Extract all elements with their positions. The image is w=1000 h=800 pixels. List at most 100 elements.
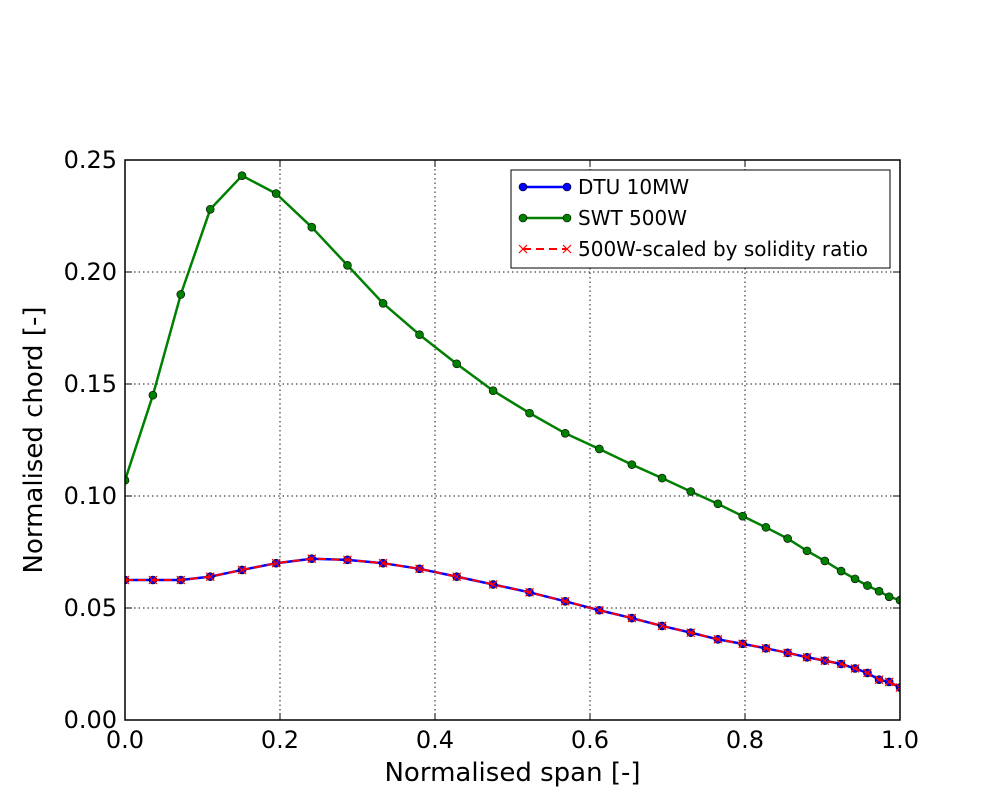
series-line [125,557,900,689]
data-point [657,473,667,483]
x-tick-label: 0.8 [726,726,764,754]
x-marker-stroke [205,572,215,582]
data-point [761,523,771,532]
data-point [657,621,667,631]
data-point [452,359,462,369]
data-point [125,575,130,585]
x-tick-label: 0.6 [571,726,609,754]
data-point [415,564,424,574]
data-point [525,408,534,418]
x-marker-stroke [560,596,570,606]
data-point [874,586,884,596]
x-marker-stroke [686,628,696,638]
data-point [874,675,884,685]
x-marker-stroke [343,555,352,565]
x-marker-stroke [836,659,846,669]
x-marker-stroke [125,579,130,585]
data-point [271,189,281,198]
data-point [125,476,130,485]
y-tick-label: 0.10 [64,482,117,510]
x-marker-stroke [307,554,317,564]
x-marker-stroke [657,621,667,631]
data-point [176,575,186,585]
y-tick-label: 0.25 [64,146,117,174]
legend-marker [518,182,528,192]
data-point [594,444,604,454]
legend-box [510,169,891,269]
data-point [488,580,498,589]
data-point [802,546,812,556]
data-point [895,683,900,692]
x-marker-stroke [125,575,130,581]
data-point [713,634,723,644]
x-axis-label: Normalised span [-] [384,758,640,788]
legend-label: SWT 500W [578,206,687,230]
series-line [125,557,900,689]
data-point [627,613,637,623]
x-marker-stroke [895,686,900,692]
data-point [761,643,771,653]
data-point [686,628,696,638]
legend-entry: 500W-scaled by solidity ratio [518,237,868,261]
legend-marker [518,244,528,254]
x-marker-stroke [525,587,534,597]
data-point [836,659,846,669]
legend-label: 500W-scaled by solidity ratio [578,237,868,261]
data-point [525,587,534,597]
x-marker-stroke [271,558,281,568]
x-marker-stroke [884,677,894,687]
data-point [884,677,894,687]
x-marker-stroke [378,558,388,568]
x-marker-stroke [783,648,793,658]
legend: DTU 10MW SWT 500W 500W-scaled by solidity … [510,169,891,269]
y-tick-label: 0.20 [64,258,117,286]
data-point [713,499,723,509]
data-point [237,565,247,575]
legend-entry: SWT 500W [518,206,687,230]
data-point [378,299,388,308]
data-point [378,558,388,568]
x-marker-stroke [874,675,884,685]
x-tick-label: 1.0 [881,726,919,754]
x-marker-stroke [863,668,872,678]
data-point [452,572,462,582]
x-marker-stroke [488,580,498,589]
y-axis-label: Normalised chord [-] [19,307,49,574]
legend-marker [562,244,572,254]
x-marker-stroke [594,605,604,615]
data-point [560,428,570,438]
series-0 [125,554,900,692]
data-point [176,290,186,299]
data-point [594,605,604,615]
y-tick-label: 0.00 [64,706,117,734]
x-marker-stroke [415,564,424,574]
y-tick-label: 0.15 [64,370,117,398]
x-marker-stroke [518,244,528,254]
data-point [205,204,215,214]
data-point [884,592,894,602]
legend-label: DTU 10MW [578,175,689,199]
legend-marker [562,213,572,223]
data-point [850,574,860,584]
legend-marker [562,182,572,192]
data-point [148,575,158,585]
y-tick-label: 0.05 [64,594,117,622]
data-point [820,656,830,666]
legend-entries: DTU 10MW SWT 500W 500W-scaled by solidity … [518,175,868,261]
data-point [343,260,352,270]
series-2 [125,554,900,692]
data-point [850,664,860,673]
data-point [271,558,281,568]
series-1 [125,171,900,605]
data-point [783,648,793,658]
data-point [488,386,498,396]
x-marker-stroke [738,639,748,649]
x-marker-stroke [820,656,830,666]
plot-series [125,171,900,692]
x-marker-stroke [895,683,900,689]
data-point [148,390,158,400]
data-point [237,171,247,180]
data-point [895,595,900,605]
data-point [307,222,317,232]
x-marker-stroke [627,613,637,623]
